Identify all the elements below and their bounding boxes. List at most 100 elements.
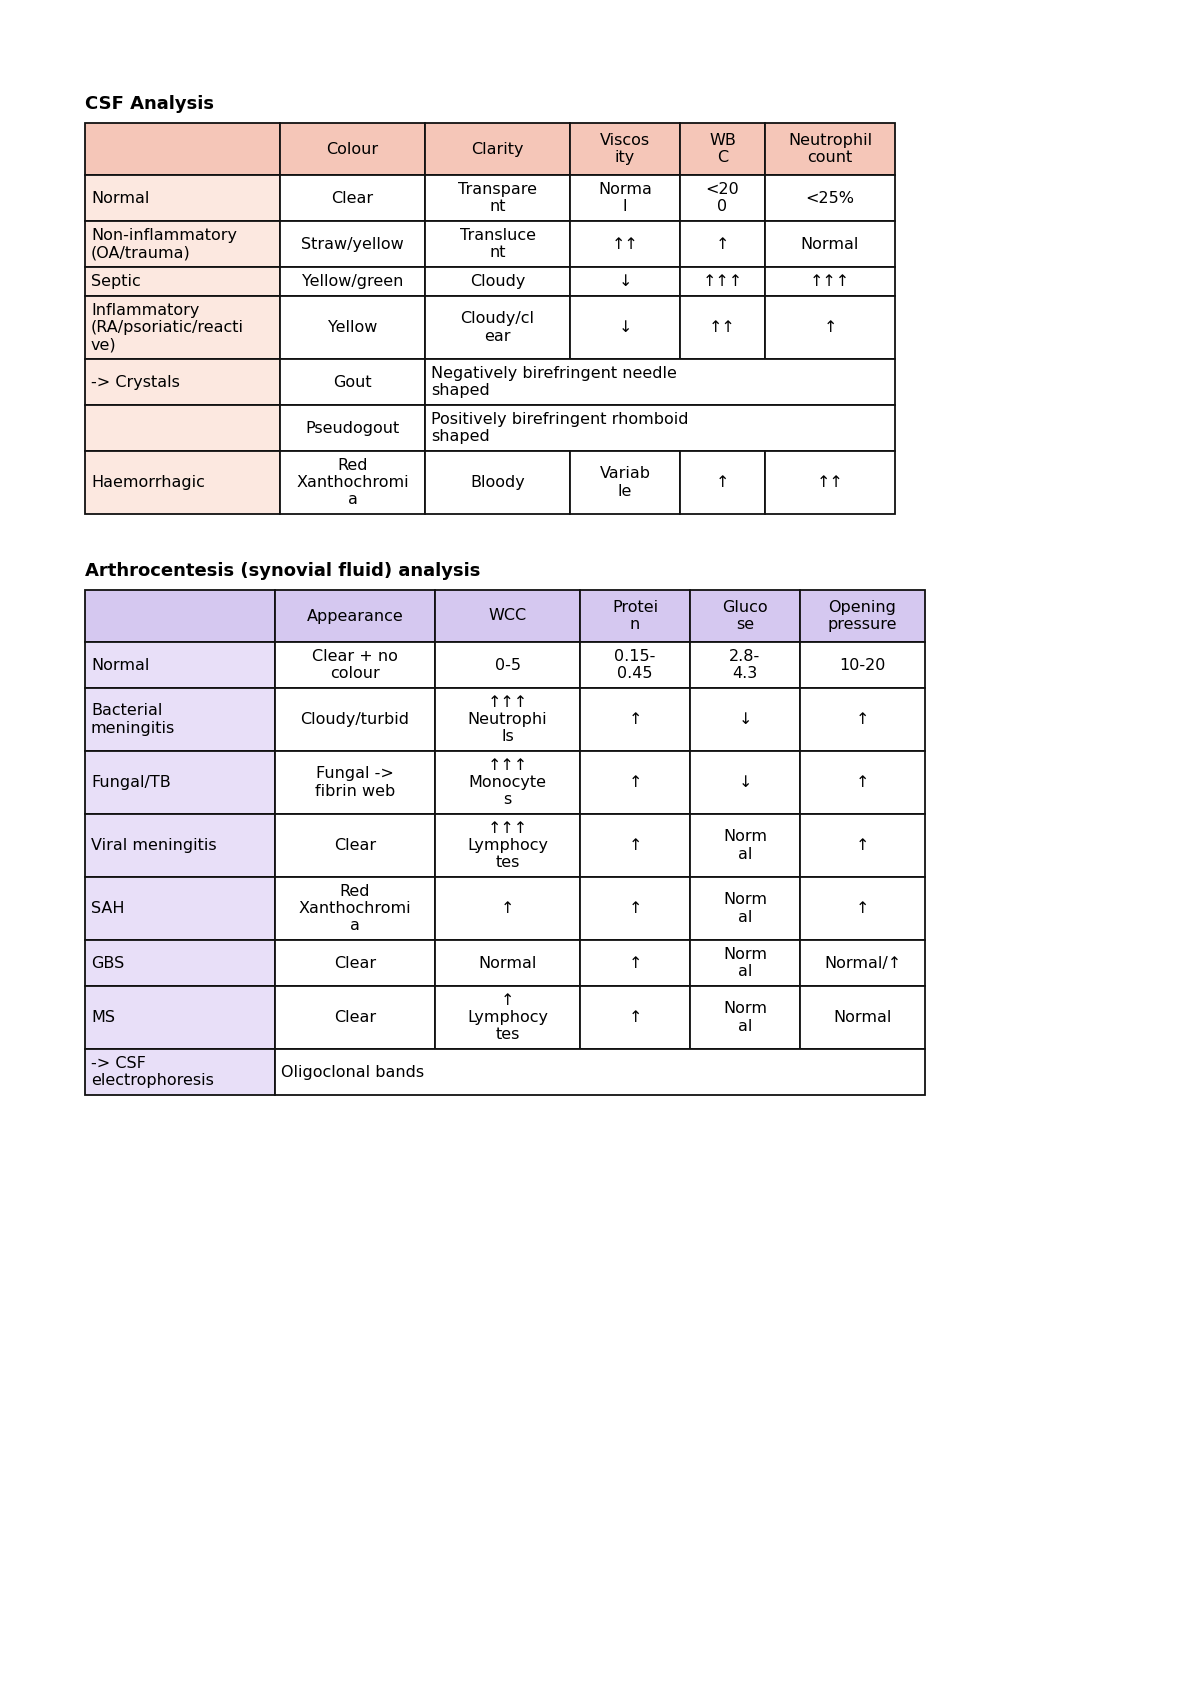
Bar [580,813,690,876]
Bar [85,941,275,987]
Bar [280,267,425,295]
Bar [425,295,570,358]
Text: Norm
al: Norm al [722,893,767,925]
Bar [766,221,895,267]
Bar [580,751,690,813]
Bar [800,876,925,941]
Text: Clear: Clear [331,190,373,205]
Text: WCC: WCC [488,608,527,623]
Text: Cloudy: Cloudy [470,273,526,289]
Bar [85,642,275,688]
Bar [580,941,690,987]
Bar [690,751,800,813]
Text: Variab
le: Variab le [600,467,650,499]
Text: <20
0: <20 0 [706,182,739,214]
Bar [436,642,580,688]
Text: Straw/yellow: Straw/yellow [301,236,404,251]
Bar [436,876,580,941]
Bar [280,452,425,514]
Text: Normal: Normal [91,657,149,672]
Bar [85,688,275,751]
Text: ↑↑↑: ↑↑↑ [702,273,743,289]
Bar [280,358,425,406]
Bar [275,941,436,987]
Text: ↓: ↓ [738,711,751,727]
Bar [425,122,570,175]
Bar [800,688,925,751]
Bar [85,589,275,642]
Text: Normal: Normal [479,956,536,971]
Bar [280,406,425,452]
Bar [85,452,280,514]
Text: Negatively birefringent needle
shaped: Negatively birefringent needle shaped [431,365,677,399]
Text: Norm
al: Norm al [722,829,767,861]
Bar [280,221,425,267]
Text: ↓: ↓ [738,774,751,790]
Bar [766,267,895,295]
Text: Positively birefringent rhomboid
shaped: Positively birefringent rhomboid shaped [431,413,689,445]
Text: ↓: ↓ [618,273,631,289]
Text: 2.8-
4.3: 2.8- 4.3 [730,649,761,681]
Text: MS: MS [91,1010,115,1026]
Bar [275,688,436,751]
Bar [680,452,766,514]
Bar [85,175,280,221]
Bar [580,688,690,751]
Bar [436,941,580,987]
Bar [800,642,925,688]
Bar [800,589,925,642]
Bar [280,295,425,358]
Text: Fungal ->
fibrin web: Fungal -> fibrin web [314,766,395,798]
Text: SAH: SAH [91,902,125,915]
Text: Septic: Septic [91,273,140,289]
Text: Non-inflammatory
(OA/trauma): Non-inflammatory (OA/trauma) [91,228,238,260]
Bar [436,688,580,751]
Bar [570,221,680,267]
Text: Haemorrhagic: Haemorrhagic [91,475,205,491]
Bar [680,295,766,358]
Bar [436,987,580,1049]
Bar [425,175,570,221]
Bar [580,876,690,941]
Bar [766,122,895,175]
Bar [85,267,280,295]
Text: Colour: Colour [326,141,378,156]
Bar [425,221,570,267]
Bar [580,987,690,1049]
Bar [690,642,800,688]
Text: Fungal/TB: Fungal/TB [91,774,170,790]
Bar [85,358,280,406]
Bar [570,175,680,221]
Text: CSF Analysis: CSF Analysis [85,95,214,114]
Text: Protei
n: Protei n [612,599,658,632]
Text: ↑↑↑
Neutrophi
ls: ↑↑↑ Neutrophi ls [468,694,547,744]
Text: ↑: ↑ [716,475,730,491]
Bar [690,876,800,941]
Text: Norm
al: Norm al [722,1002,767,1034]
Bar [275,987,436,1049]
Text: Opening
pressure: Opening pressure [828,599,898,632]
Text: Norma
l: Norma l [598,182,652,214]
Bar [85,1049,275,1095]
Bar [436,813,580,876]
Text: Viral meningitis: Viral meningitis [91,839,217,852]
Bar [280,175,425,221]
Text: Yellow: Yellow [328,319,377,335]
Bar [766,295,895,358]
Text: Clear: Clear [334,839,376,852]
Bar [800,941,925,987]
Text: ↑: ↑ [716,236,730,251]
Text: ↑: ↑ [856,774,869,790]
Text: ↑↑: ↑↑ [817,475,844,491]
Text: Clear + no
colour: Clear + no colour [312,649,398,681]
Bar [425,406,895,452]
Bar [425,452,570,514]
Bar [800,813,925,876]
Text: Gluco
se: Gluco se [722,599,768,632]
Text: ↑: ↑ [629,774,642,790]
Text: Clarity: Clarity [472,141,523,156]
Bar [85,813,275,876]
Text: ↑: ↑ [500,902,514,915]
Bar [580,642,690,688]
Bar [690,941,800,987]
